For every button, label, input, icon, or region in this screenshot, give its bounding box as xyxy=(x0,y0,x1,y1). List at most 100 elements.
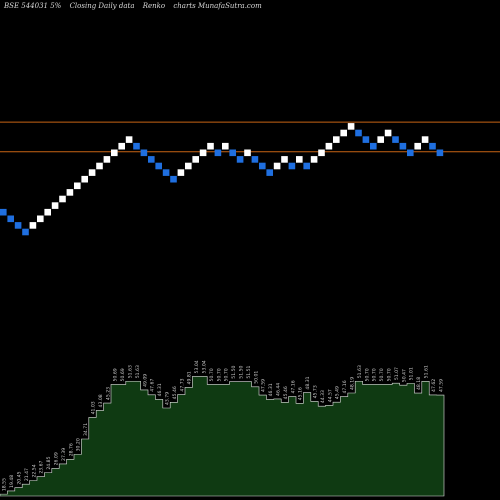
renko-brick-down xyxy=(148,156,155,163)
renko-brick-up xyxy=(96,162,103,170)
price-label: 53.04 xyxy=(194,360,200,373)
renko-brick-up xyxy=(37,215,44,223)
renko-brick-up xyxy=(66,189,74,196)
price-label: 50.70 xyxy=(209,368,215,381)
renko-brick-up xyxy=(192,156,199,163)
renko-brick-down xyxy=(155,162,162,170)
price-label: 45.46 xyxy=(283,386,289,399)
renko-brick-up xyxy=(222,142,229,150)
price-label: 49.81 xyxy=(187,371,193,384)
price-label: 50.70 xyxy=(216,368,222,381)
renko-brick-down xyxy=(14,222,22,229)
chart-kind-label: Renko xyxy=(142,2,166,10)
price-label: 50.47 xyxy=(401,369,407,382)
renko-brick-down xyxy=(362,136,370,143)
renko-brick-up xyxy=(318,149,325,157)
price-label: 23.67 xyxy=(39,460,45,473)
price-label: 46.31 xyxy=(157,383,163,396)
renko-brick-up xyxy=(340,129,347,137)
price-label: 51.61 xyxy=(424,365,430,378)
price-label: 51.63 xyxy=(357,365,363,378)
price-label: 50.01 xyxy=(253,371,259,384)
renko-brick-up xyxy=(325,142,333,150)
price-label: 27.39 xyxy=(61,448,67,461)
price-label: 48.19 xyxy=(350,377,356,390)
renko-brick-up xyxy=(333,136,340,143)
renko-brick-up xyxy=(81,175,88,183)
price-label: 47.62 xyxy=(431,379,437,392)
renko-brick-up xyxy=(281,156,288,163)
price-label: 34.71 xyxy=(83,423,89,436)
price-label: 18.55 xyxy=(2,478,8,491)
renko-brick-down xyxy=(266,169,273,176)
source-label: charts MunafaSutra.com xyxy=(173,2,262,10)
renko-brick-up xyxy=(347,123,355,130)
price-label: 47.59 xyxy=(438,379,444,392)
renko-brick-up xyxy=(199,149,207,157)
price-label: 51.50 xyxy=(231,365,237,378)
price-label: 30.20 xyxy=(76,438,82,451)
price-label: 48.31 xyxy=(305,376,311,389)
renko-brick-down xyxy=(355,129,362,137)
renko-brick-down xyxy=(288,162,296,170)
renko-brick-down xyxy=(429,142,436,150)
renko-brick-down xyxy=(251,156,259,163)
renko-brick-up xyxy=(88,169,96,176)
price-label: 48.18 xyxy=(416,377,422,390)
renko-brick-down xyxy=(303,162,310,170)
renko-brick-up xyxy=(310,156,318,163)
price-label: 50.70 xyxy=(224,368,230,381)
price-label: 46.31 xyxy=(268,383,274,396)
renko-brick-down xyxy=(133,142,140,150)
price-label: 22.54 xyxy=(31,464,37,477)
price-labels: 18.55 19.48 20.45 21.47 22.54 23.67 24.85 26.09… xyxy=(2,360,445,491)
renko-brick-down xyxy=(22,228,29,236)
price-label: 51.63 xyxy=(128,365,134,378)
price-label: 24.85 xyxy=(46,456,52,469)
price-label: 53.04 xyxy=(202,360,208,373)
price-label: 45.16 xyxy=(298,387,304,400)
renko-brick-down xyxy=(140,149,148,157)
price-label: 44.57 xyxy=(327,389,333,402)
price-label: 49.09 xyxy=(142,374,148,387)
price-label: 21.47 xyxy=(24,468,30,481)
renko-brick-down xyxy=(407,149,414,157)
renko-brick-down xyxy=(7,215,14,223)
renko-brick-up xyxy=(296,156,303,163)
renko-brick-down xyxy=(229,149,236,157)
renko-brick-up xyxy=(414,142,421,150)
price-label: 47.67 xyxy=(150,379,156,392)
renko-brick-up xyxy=(384,129,392,137)
chart-title: BSE 544031 5% Closing Daily data Renko c… xyxy=(4,2,268,10)
renko-brick-down xyxy=(214,149,222,157)
renko-brick-up xyxy=(74,182,81,190)
renko-brick-up xyxy=(273,162,281,170)
renko-brick-up xyxy=(29,222,37,229)
price-label: 51.51 xyxy=(246,365,252,378)
price-label: 50.69 xyxy=(113,368,119,381)
renko-brick-up xyxy=(125,136,133,143)
renko-bricks xyxy=(0,123,444,236)
price-area-chart xyxy=(0,376,445,497)
renko-brick-up xyxy=(185,162,192,170)
renko-brick-up xyxy=(59,195,66,203)
price-label: 45.46 xyxy=(172,386,178,399)
price-label: 47.59 xyxy=(261,379,267,392)
renko-brick-down xyxy=(370,142,377,150)
price-label: 46.44 xyxy=(276,383,282,396)
renko-brick-down xyxy=(162,169,170,176)
renko-brick-down xyxy=(392,136,399,143)
price-label: 43.79 xyxy=(165,392,171,405)
price-label: 50.70 xyxy=(387,368,393,381)
renko-brick-up xyxy=(111,149,118,157)
renko-brick-up xyxy=(103,156,111,163)
price-label: 51.01 xyxy=(409,367,415,380)
renko-brick-up xyxy=(207,142,214,150)
price-label: 47.16 xyxy=(290,380,296,393)
price-label: 51.63 xyxy=(135,365,141,378)
price-label: 45.73 xyxy=(313,385,319,398)
price-label: 44.33 xyxy=(320,390,326,403)
price-area xyxy=(0,376,445,497)
